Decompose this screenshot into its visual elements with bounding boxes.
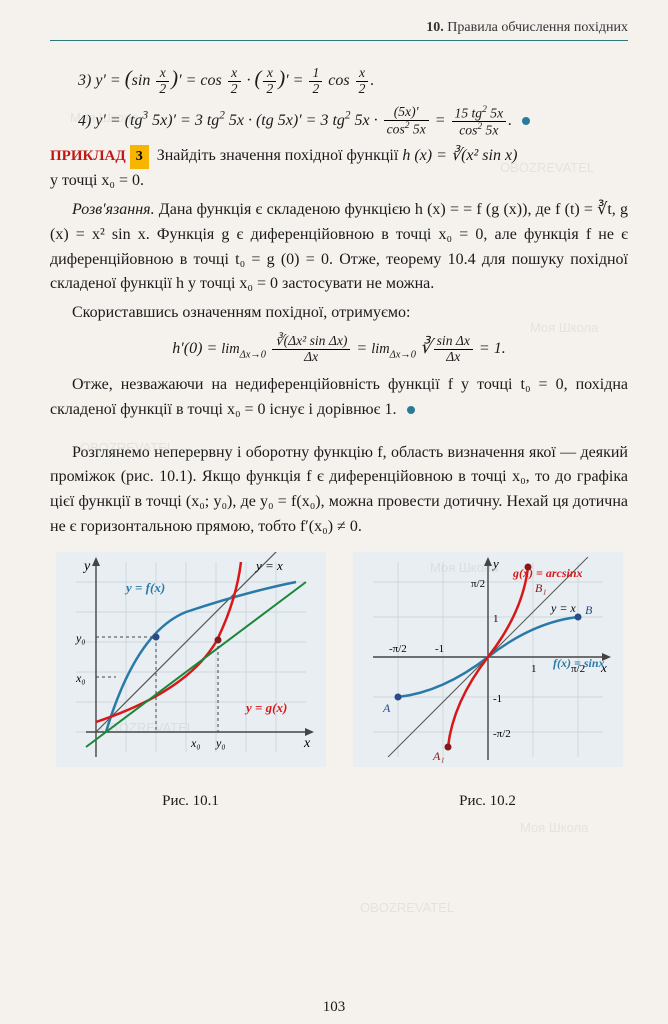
fig1-caption: Рис. 10.1	[50, 793, 331, 810]
solution-text-3: Отже, незважаючи на недиференційовність …	[50, 376, 628, 418]
example-prompt-a: Знайдіть значення похідної функції	[157, 147, 403, 164]
fig2-B-label: B	[585, 603, 593, 617]
solution-label: Розв'язання.	[72, 201, 155, 218]
figures-row: y x y = x y = f(x) y = g(x) y₀ x₀ x₀ y₀	[50, 552, 628, 810]
fig1-fx-label: y = f(x)	[124, 580, 165, 595]
page-number: 103	[0, 999, 668, 1016]
fig2-tick-1-x: 1	[531, 663, 537, 675]
chapter-num: 10.	[426, 20, 444, 35]
fig1-yx-label: y = x	[254, 558, 283, 573]
chapter-header: 10. Правила обчислення похідних	[50, 20, 628, 41]
example-label: ПРИКЛАД	[50, 148, 126, 164]
end-marker-icon-2	[407, 406, 415, 414]
figure-10-2-svg: y x y = x f(x) = sinx g(x) = arcsinx A A…	[353, 552, 623, 782]
fig2-A1-label: A₁	[432, 749, 445, 763]
end-marker-icon	[522, 117, 530, 125]
fig2-caption: Рис. 10.2	[347, 793, 628, 810]
fig1-y0-axis: y₀	[75, 631, 86, 645]
fig1-x0-label: x₀	[190, 736, 201, 750]
example-number-badge: 3	[130, 145, 149, 169]
figure-10-1-svg: y x y = x y = f(x) y = g(x) y₀ x₀ x₀ y₀	[56, 552, 326, 782]
fig2-A-label: A	[382, 701, 391, 715]
discussion-p4: Розглянемо неперервну і оборотну функцію…	[50, 441, 628, 540]
fig1-gx-label: y = g(x)	[244, 700, 287, 715]
equation-4: 4) y′ = (tg3 5x)′ = 3 tg2 5x · (tg 5x)′ …	[78, 105, 628, 139]
example-prompt-c: у точці x₀ = 0.	[50, 172, 144, 189]
fig2-tick-pi2-y: π/2	[471, 578, 485, 590]
fig2-tick-mpi2-x: -π/2	[389, 643, 407, 655]
watermark-text: OBOZREVATEL	[360, 900, 454, 915]
fig2-tick-pi2-x: π/2	[571, 663, 585, 675]
solution-p2: Скориставшись означенням похідної, отрим…	[50, 301, 628, 326]
eq4-body: y′ = (tg3 5x)′ = 3 tg2 5x · (tg 5x)′ = 3…	[95, 112, 516, 129]
fig2-yx-label: y = x	[550, 601, 576, 615]
fig1-x0-axis: x₀	[75, 671, 86, 685]
equation-3: 3) y′ = (sin x2)′ = cos x2 · (x2)′ = 12 …	[78, 59, 628, 99]
fig2-arcsin-label: g(x) = arcsinx	[512, 566, 583, 580]
figure-10-1: y x y = x y = f(x) y = g(x) y₀ x₀ x₀ y₀	[50, 552, 331, 810]
fig2-tick-m1-x: -1	[435, 643, 444, 655]
page-container: 10. Правила обчислення похідних 3) y′ = …	[0, 0, 668, 830]
fig2-tick-mpi2-y: -π/2	[493, 728, 511, 740]
eq4-label: 4)	[78, 112, 95, 129]
centered-equation: h′(0) = limΔx→0 ∛(Δx² sin Δx)Δx = limΔx→…	[50, 334, 628, 365]
fig1-y-label: y	[82, 559, 91, 574]
fig1-x-label: x	[303, 736, 311, 751]
solution-p3: Отже, незважаючи на недиференційовність …	[50, 373, 628, 423]
figure-10-2: y x y = x f(x) = sinx g(x) = arcsinx A A…	[347, 552, 628, 810]
fig2-y-label: y	[491, 556, 499, 571]
solution-p1: Розв'язання. Дана функція є складеною фу…	[50, 198, 628, 297]
eq3-body: y′ = (sin x2)′ = cos x2 · (x2)′ = 12 cos…	[95, 72, 374, 89]
fig2-B1-label: B₁	[535, 581, 547, 595]
example-function: h (x) = ∛(x² sin x)	[402, 147, 517, 164]
example-3-prompt: ПРИКЛАД3 Знайдіть значення похідної функ…	[50, 144, 628, 194]
fig2-tick-1-y: 1	[493, 613, 499, 625]
chapter-title: Правила обчислення похідних	[447, 20, 628, 35]
fig2-tick-m1-y: -1	[493, 693, 502, 705]
eq3-label: 3)	[78, 72, 95, 89]
fig1-y0-label: y₀	[215, 736, 226, 750]
